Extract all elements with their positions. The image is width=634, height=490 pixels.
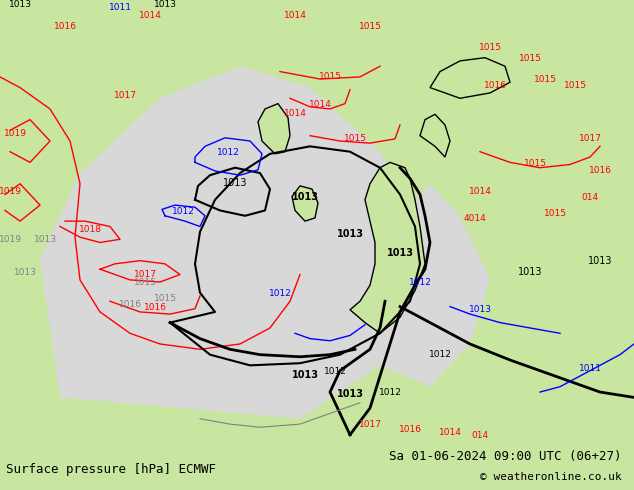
Text: 1017: 1017 [134,270,157,279]
Text: 1017: 1017 [358,420,382,429]
Text: 1013: 1013 [13,268,37,276]
Text: 1013: 1013 [292,192,318,202]
Text: 1013: 1013 [588,256,612,266]
Text: © weatheronline.co.uk: © weatheronline.co.uk [479,472,621,482]
Text: 1015: 1015 [524,159,547,168]
Polygon shape [430,58,510,98]
Polygon shape [40,66,420,419]
Text: 1015: 1015 [134,278,157,287]
Text: 1012: 1012 [269,289,292,298]
Text: 1014: 1014 [139,11,162,20]
Text: 1013: 1013 [34,236,56,245]
Text: 1015: 1015 [358,22,382,31]
Polygon shape [292,186,318,221]
Text: 1016: 1016 [143,303,167,312]
Text: 1013: 1013 [337,390,363,399]
Text: 1012: 1012 [408,278,432,287]
Polygon shape [350,162,425,333]
Text: 1015: 1015 [318,72,342,81]
Text: 4014: 4014 [463,214,486,223]
Text: 1016: 1016 [484,80,507,90]
Text: 1013: 1013 [337,229,363,239]
Text: 1012: 1012 [172,207,195,216]
Text: 1012: 1012 [323,367,346,376]
Text: 1013: 1013 [387,248,413,258]
Text: 1013: 1013 [153,0,176,9]
Polygon shape [258,103,290,154]
Text: 1012: 1012 [378,388,401,397]
Text: 1014: 1014 [309,100,332,109]
Polygon shape [260,130,410,301]
Text: 1013: 1013 [223,178,247,188]
Text: 1013: 1013 [469,305,491,314]
Text: 1015: 1015 [344,134,366,143]
Text: 1014: 1014 [439,428,462,437]
Text: 1017: 1017 [113,91,136,100]
Text: 1011: 1011 [578,364,602,373]
Text: 1017: 1017 [578,134,602,143]
Text: 1018: 1018 [79,225,101,234]
Text: 1014: 1014 [283,109,306,119]
Text: 1016: 1016 [53,22,77,31]
Text: 1016: 1016 [399,424,422,434]
Text: 1015: 1015 [153,294,176,303]
Text: 1011: 1011 [108,2,131,12]
Text: Surface pressure [hPa] ECMWF: Surface pressure [hPa] ECMWF [6,463,216,476]
Text: 1012: 1012 [129,0,152,2]
Text: 1015: 1015 [564,80,586,90]
Text: 1012: 1012 [217,148,240,157]
Text: 1016: 1016 [588,166,612,175]
Text: 1019: 1019 [0,187,22,196]
Text: 1014: 1014 [283,11,306,20]
Text: 1015: 1015 [543,209,567,218]
Text: 1015: 1015 [519,54,541,63]
Text: Sa 01-06-2024 09:00 UTC (06+27): Sa 01-06-2024 09:00 UTC (06+27) [389,450,621,464]
Text: 1012: 1012 [429,350,451,359]
Polygon shape [380,184,490,387]
Text: 1014: 1014 [469,187,491,196]
Polygon shape [420,114,450,157]
Text: 1013: 1013 [8,0,32,9]
Text: 014: 014 [472,431,489,440]
Text: 1019: 1019 [0,236,22,245]
Text: 1015: 1015 [479,43,501,52]
Text: 1016: 1016 [119,299,141,309]
Text: 1013: 1013 [292,370,318,380]
Text: 1013: 1013 [518,267,542,276]
Text: 1019: 1019 [4,129,27,138]
Text: 014: 014 [581,193,598,202]
Text: 1015: 1015 [533,75,557,84]
